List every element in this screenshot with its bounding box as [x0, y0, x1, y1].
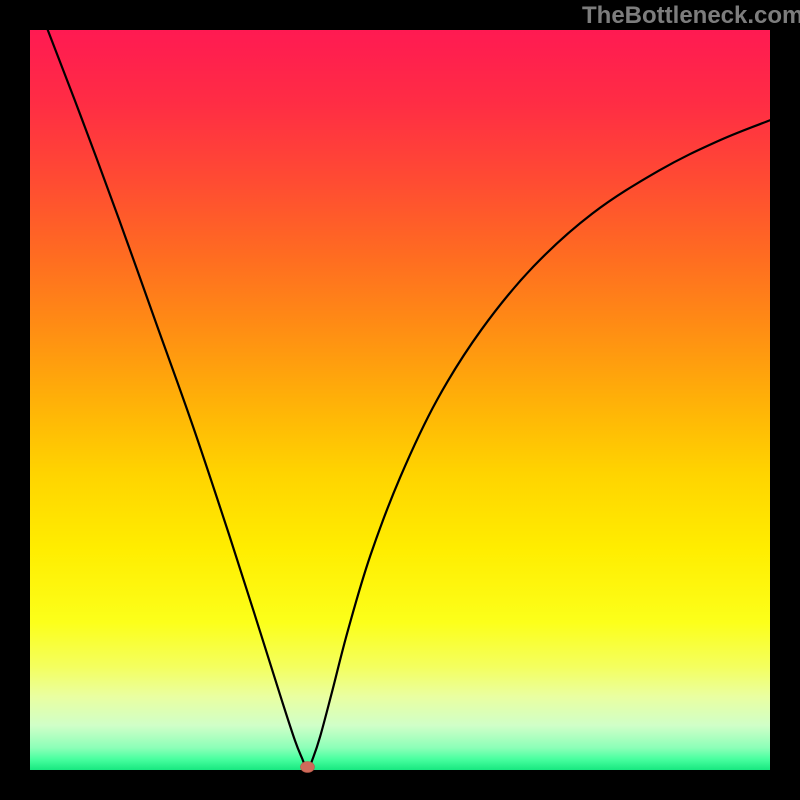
plot-gradient-background	[30, 30, 770, 770]
optimal-point-marker	[301, 762, 315, 773]
bottleneck-chart	[0, 0, 800, 800]
watermark-text: TheBottleneck.com	[582, 2, 800, 30]
chart-stage: TheBottleneck.com	[0, 0, 800, 800]
